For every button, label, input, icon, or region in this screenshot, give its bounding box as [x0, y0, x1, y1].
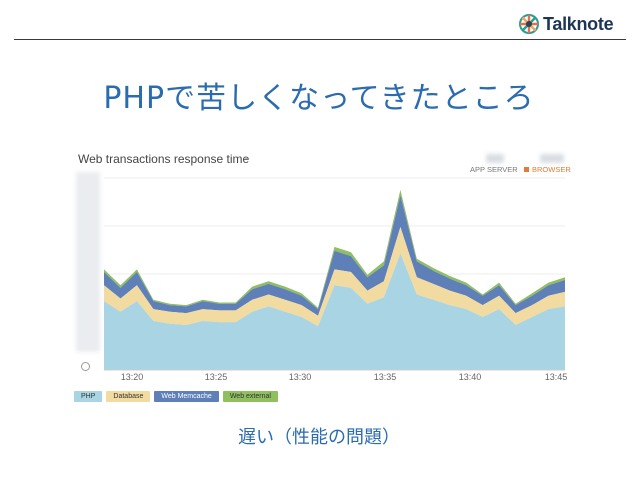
area-web-external[interactable]: [104, 189, 565, 310]
logo: Talknote: [519, 12, 614, 36]
caption: 遅い（性能の問題）: [238, 427, 400, 448]
legend-web-memcache[interactable]: Web Memcache: [154, 391, 219, 402]
area-php[interactable]: [104, 253, 565, 371]
x-tick-label: 13:20: [120, 372, 144, 382]
blurred-value-right-2: [540, 154, 564, 163]
area-database[interactable]: [104, 227, 565, 327]
legend-browser-swatch: [524, 167, 529, 172]
legend-database[interactable]: Database: [106, 391, 151, 402]
legend-app-server-label: APP SERVER: [470, 165, 518, 174]
logo-mark-icon: [519, 14, 539, 34]
legend-web-external[interactable]: Web external: [222, 391, 278, 402]
area-web-memcache[interactable]: [104, 195, 565, 316]
x-axis-labels: 13:20 13:25 13:30 13:35 13:40 13:45: [0, 372, 638, 386]
x-tick-label: 13:25: [204, 372, 228, 382]
slide-title: PHPで苦しくなってきたところ: [103, 81, 535, 116]
x-tick-label: 13:30: [288, 372, 312, 382]
legend-php[interactable]: PHP: [74, 391, 103, 402]
reset-zoom-icon[interactable]: [81, 362, 90, 371]
blurred-value-right-1: [486, 154, 504, 163]
top-rule: [14, 39, 626, 40]
legend-browser-label: BROWSER: [532, 165, 571, 174]
legend-app-server: APP SERVER: [470, 165, 518, 174]
logo-text: Talknote: [543, 13, 614, 34]
x-tick-label: 13:40: [458, 372, 482, 382]
x-tick-label: 13:35: [373, 372, 397, 382]
legend-browser: BROWSER: [524, 165, 571, 174]
series-legend: PHP Database Web Memcache Web external: [74, 391, 278, 402]
x-tick-label: 13:45: [544, 372, 568, 382]
blurred-y-axis: [76, 172, 100, 352]
chart-title[interactable]: Web transactions response time: [78, 152, 250, 166]
chevron-down-icon[interactable]: ⌄: [243, 152, 252, 163]
